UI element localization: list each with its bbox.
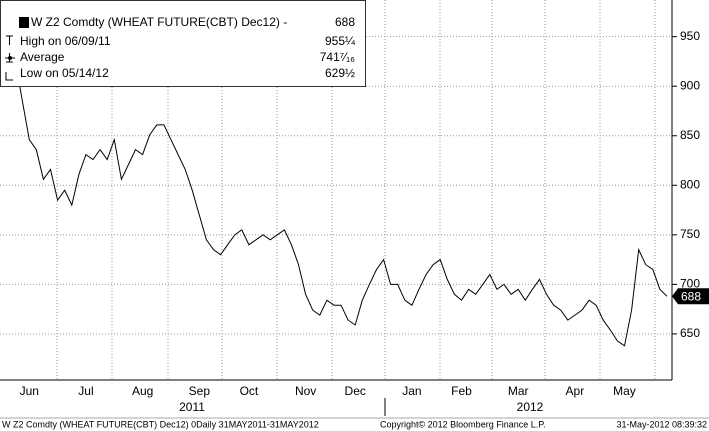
x-tick-label: Aug [132,384,153,398]
y-tick-label: 950 [680,29,700,43]
x-tick-label: Oct [240,384,259,398]
footer-right: 31-May-2012 08:39:32 [616,419,707,429]
y-tick-label: 750 [680,227,700,241]
x-tick-label: Jul [78,384,93,398]
legend-icon [8,56,12,60]
legend-stat-value: 955¼ [325,34,356,48]
last-value-tag [672,288,709,305]
x-tick-label: May [613,384,636,398]
legend-stat-label: High on 06/09/11 [20,34,111,48]
x-tick-label: Nov [295,384,316,398]
legend-series: W Z2 Comdty (WHEAT FUTURE(CBT) Dec12) - [31,15,287,29]
last-value-label: 688 [681,289,701,303]
year-label: 2011 [179,400,205,414]
legend-box [0,0,366,87]
x-tick-label: Sep [189,384,211,398]
legend-swatch [19,17,29,28]
x-tick-label: Jun [20,384,39,398]
legend-last: 688 [335,15,355,29]
x-tick-label: Feb [451,384,472,398]
footer-left: W Z2 Comdty (WHEAT FUTURE(CBT) Dec12) 0D… [2,419,319,429]
y-tick-label: 900 [680,78,700,92]
legend-stat-value: 741⁷⁄₁₆ [320,50,355,64]
x-tick-label: Jan [402,384,421,398]
y-tick-label: 650 [680,326,700,340]
year-label: 2012 [517,400,544,414]
y-tick-label: 850 [680,128,700,142]
legend-stat-label: Average [20,50,65,64]
price-line [7,36,668,347]
x-tick-label: Apr [566,384,585,398]
legend: W Z2 Comdty (WHEAT FUTURE(CBT) Dec12) - 6… [0,0,366,87]
footer-center: Copyright© 2012 Bloomberg Finance L.P. [380,419,546,429]
y-tick-label: 700 [680,277,700,291]
legend-stat-value: 629½ [325,66,355,80]
legend-stat-label: Low on 05/14/12 [20,66,109,80]
x-tick-label: Dec [345,384,366,398]
y-tick-label: 800 [680,177,700,191]
x-tick-label: Mar [508,384,529,398]
